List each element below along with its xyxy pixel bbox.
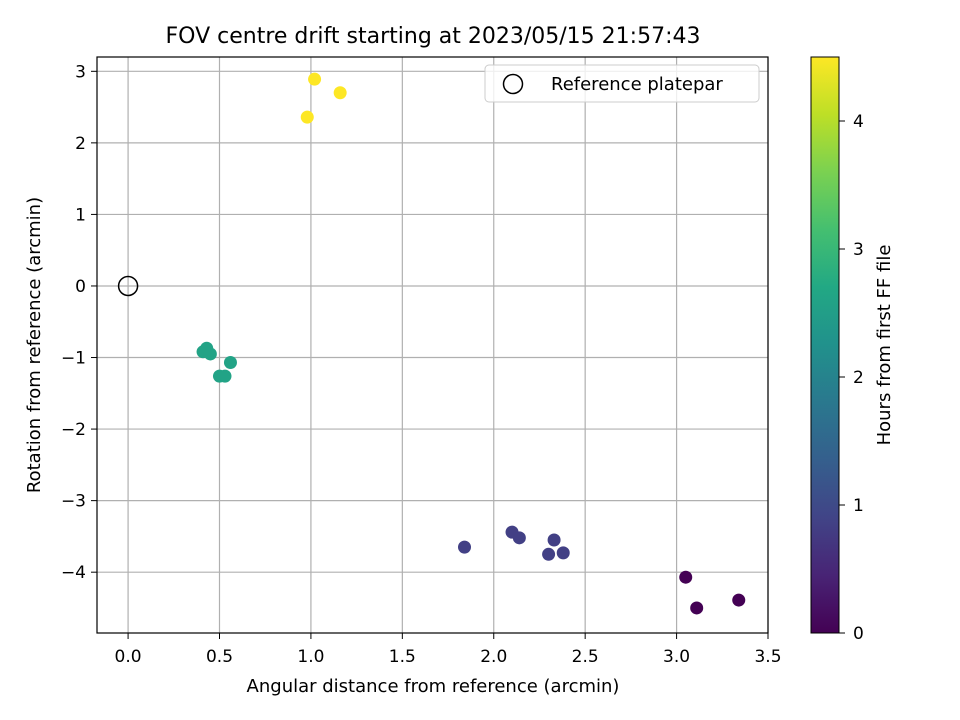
data-point: [300, 110, 314, 124]
data-point: [218, 369, 232, 383]
y-axis-label: Rotation from reference (arcmin): [24, 197, 45, 493]
data-point: [203, 347, 217, 361]
x-tick-label: 1.0: [297, 647, 324, 667]
chart-title: FOV centre drift starting at 2023/05/15 …: [166, 24, 701, 49]
data-point: [556, 546, 570, 560]
data-points: [196, 72, 746, 615]
reference-marker-layer: [117, 275, 139, 297]
data-point: [308, 72, 322, 86]
colorbar-tick-label: 2: [853, 368, 864, 388]
y-tick-label: 0: [75, 277, 86, 297]
x-tick-label: 3.5: [754, 647, 781, 667]
x-tick-label: 3.0: [663, 647, 690, 667]
colorbar: 0 1 2 3 4 Hours from first FF file: [810, 56, 895, 644]
data-point: [333, 86, 347, 100]
data-point: [690, 601, 704, 615]
plot-frame: [96, 56, 769, 634]
y-tick-label: −3: [61, 492, 86, 512]
y-tick-label: 1: [75, 205, 86, 225]
colorbar-tick-label: 4: [853, 112, 864, 132]
colorbar-tick-label: 3: [853, 240, 864, 260]
y-tick-label: 2: [75, 134, 86, 154]
data-point: [457, 540, 471, 554]
x-tick-label: 0.5: [206, 647, 233, 667]
data-point: [679, 570, 693, 584]
data-point: [512, 531, 526, 545]
data-point: [547, 533, 561, 547]
reference-platepar-marker: [117, 275, 139, 297]
x-tick-label: 2.5: [572, 647, 599, 667]
colorbar-label: Hours from first FF file: [874, 245, 895, 446]
colorbar-tick-label: 1: [853, 496, 864, 516]
grid-lines: [97, 57, 769, 633]
legend-box: [484, 64, 760, 103]
y-tick-label: 3: [75, 62, 86, 82]
data-point: [542, 547, 556, 561]
legend-reference-marker: [502, 73, 524, 95]
legend-entry-reference-platepar: Reference platepar: [551, 74, 723, 95]
x-tick-label: 0.0: [115, 647, 142, 667]
legend: Reference platepar: [484, 64, 760, 103]
y-tick-label: −1: [61, 349, 86, 369]
x-axis-label: Angular distance from reference (arcmin): [247, 676, 620, 697]
x-tick-label: 2.0: [480, 647, 507, 667]
data-point: [223, 356, 237, 370]
x-tick-label: 1.5: [389, 647, 416, 667]
colorbar-ticks: 0 1 2 3 4: [839, 112, 864, 644]
axis-ticks: 0.0 0.5 1.0 1.5 2.0 2.5 3.0 3.5 −4 −3 −2 −1 0 1 2 3: [61, 62, 782, 667]
colorbar-gradient: [810, 56, 840, 634]
colorbar-tick-label: 0: [853, 624, 864, 644]
y-tick-label: −2: [61, 420, 86, 440]
y-tick-label: −4: [61, 563, 86, 583]
data-point: [732, 593, 746, 607]
